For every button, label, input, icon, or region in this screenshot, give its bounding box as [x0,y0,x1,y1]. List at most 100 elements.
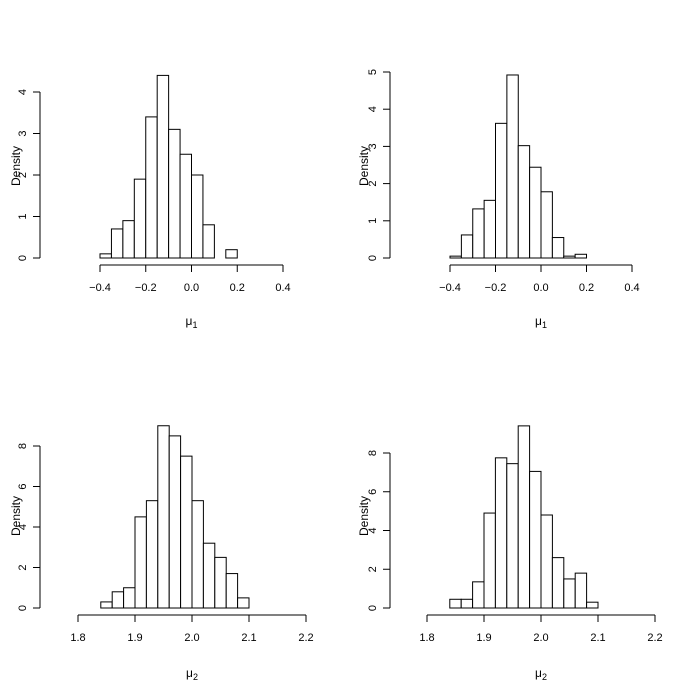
histogram-bar [529,166,542,259]
x-axis: −0.4 −0.2 0.0 0.2 0.4 [439,264,640,294]
x-axis-label: μ2 [535,666,547,682]
x-axis: 1.8 1.9 2.0 2.1 2.2 [419,614,663,644]
x-tick-label: 1.9 [127,632,142,644]
histogram-bar [156,74,170,259]
histogram-bar [472,208,485,259]
histogram-bar [540,514,553,609]
histogram-bar [483,512,496,609]
y-axis-label: Density [357,496,371,536]
x-axis-label-symbol: μ [535,314,542,328]
histogram-bar [551,557,565,609]
histogram-bar [494,457,508,609]
x-axis-label: μ1 [535,314,547,330]
x-axis: 1.8 1.9 2.0 2.1 2.2 [70,614,314,644]
histogram-bar [123,587,136,609]
y-tick-label: 6 [17,483,29,489]
x-axis-label-symbol: μ [186,666,193,680]
y-tick-label: 4 [367,527,379,533]
y-tick-label: 3 [367,143,379,149]
histogram-bar [111,591,125,609]
x-tick-label: −0.2 [135,282,157,294]
x-tick-label: 2.2 [647,632,662,644]
x-tick-label: 2.1 [590,632,605,644]
histogram-bar [517,145,531,259]
x-tick-label: 2.1 [241,632,256,644]
histogram-bar [168,435,182,609]
y-tick-label: 5 [367,69,379,75]
y-axis: 0 2 4 6 8 [367,450,391,611]
y-tick-label: 1 [17,213,29,219]
histogram-bar [202,224,215,259]
histogram-bar [110,228,124,259]
histogram-bar [563,578,576,609]
x-axis-label-subscript: 1 [192,320,197,330]
x-axis-label-subscript: 1 [542,320,547,330]
x-axis: −0.4 −0.2 0.0 0.2 0.4 [89,264,291,294]
histogram-bar [574,253,588,259]
x-tick-label: 0.2 [230,282,245,294]
y-tick-label: 3 [17,130,29,136]
y-tick-label: 4 [367,106,379,112]
histogram-bar [483,199,497,259]
histogram-bar [506,74,519,259]
histogram-bar [540,191,553,259]
x-tick-label: 0.2 [579,282,594,294]
x-axis-label-symbol: μ [535,666,542,680]
y-tick-label: 8 [17,443,29,449]
x-axis-label: μ1 [186,314,198,330]
histogram-bar [191,174,204,259]
y-tick-label: 0 [17,255,29,261]
x-tick-label: 0.0 [533,282,548,294]
histogram-bar [214,556,227,609]
y-tick-label: 0 [17,605,29,611]
y-tick-label: 8 [367,450,379,456]
y-axis: 0 1 2 3 4 [17,89,41,261]
histogram-bar [506,463,519,609]
histogram-bar [225,249,238,259]
x-tick-label: 1.9 [476,632,491,644]
y-tick-label: 2 [367,181,379,187]
histogram-bar [145,116,158,259]
y-axis: 0 1 2 3 4 5 [367,69,391,261]
histogram-bar [460,234,474,259]
y-tick-label: 0 [367,255,379,261]
x-tick-label: 0.4 [275,282,290,294]
x-tick-label: 0.0 [184,282,199,294]
histogram-bar [100,601,113,609]
histogram-bar [202,542,216,609]
histogram-bar [145,500,159,609]
y-axis: 0 2 4 6 8 [17,443,41,611]
y-tick-label: 2 [17,564,29,570]
x-tick-label: 1.8 [70,632,85,644]
histogram-bar [191,500,204,609]
histogram-bar [99,253,112,259]
y-tick-label: 4 [17,89,29,95]
y-axis-label: Density [9,146,23,186]
x-axis-label-symbol: μ [186,314,193,328]
histogram-bar [122,220,135,259]
x-tick-label: 2.2 [298,632,313,644]
histogram-bar [574,572,588,609]
histogram-bar [180,455,193,609]
histogram-bar [157,425,170,609]
histogram-bar [449,255,462,259]
x-tick-label: 2.0 [184,632,199,644]
y-axis-label: Density [9,496,23,536]
histogram-bar [179,153,192,259]
x-axis-label: μ2 [186,666,198,682]
histogram-bar [563,255,576,259]
histogram-bar [168,128,181,259]
histogram-bar [225,573,239,609]
y-tick-label: 0 [367,605,379,611]
x-tick-label: −0.4 [439,282,461,294]
histogram-bar [460,598,474,609]
histogram-bar [237,597,250,609]
histogram-bar [517,425,531,609]
histogram-bar [551,237,565,259]
histogram-bar [472,581,485,609]
